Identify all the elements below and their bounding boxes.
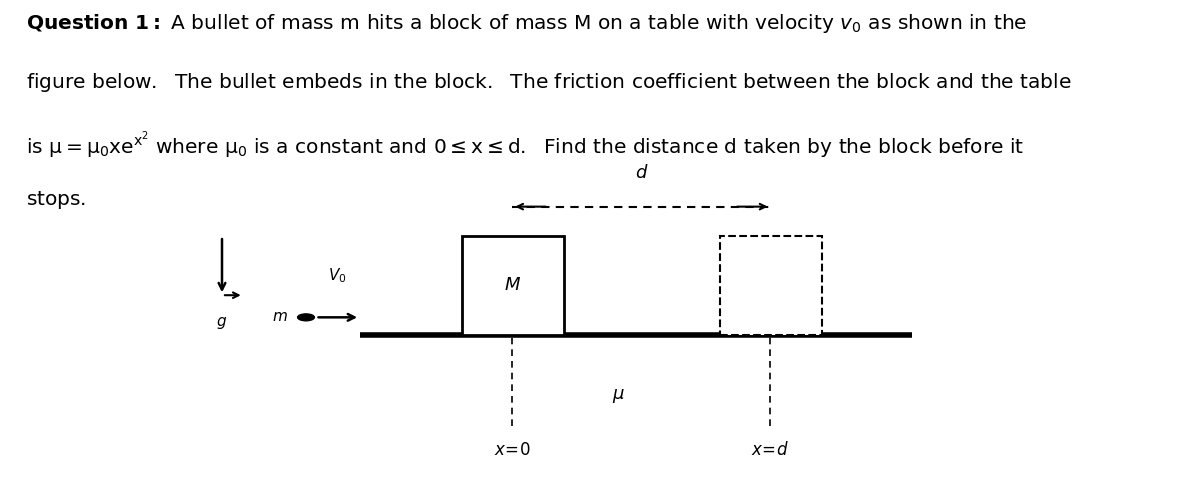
Text: $d$: $d$: [635, 164, 649, 182]
Text: $\mathbf{Question\ 1:}$$\rm{\ A\ bullet\ of\ mass\ m\ hits\ a\ block\ of\ mass\ : $\mathbf{Question\ 1:}$$\rm{\ A\ bullet\…: [26, 12, 1027, 35]
Text: $\mu$: $\mu$: [612, 387, 624, 405]
Text: $\rm{is\ }\mu = \mu_0 x e^{x^2}\rm{\ where\ }\mu_0\rm{\ is\ a\ constant\ and\ }0: $\rm{is\ }\mu = \mu_0 x e^{x^2}\rm{\ whe…: [26, 130, 1025, 160]
Text: $\rm{stops.}$: $\rm{stops.}$: [26, 189, 86, 212]
Text: $x\!=\!0$: $x\!=\!0$: [494, 442, 530, 459]
Text: $g$: $g$: [216, 315, 228, 331]
Bar: [462, 236, 564, 335]
Text: $V_0$: $V_0$: [328, 267, 347, 285]
Text: $M$: $M$: [504, 277, 521, 294]
Text: $m$: $m$: [272, 310, 288, 324]
Circle shape: [298, 314, 314, 321]
Text: $\rm{figure\ below.\ \ The\ bullet\ embeds\ in\ the\ block.\ \ The\ friction\ co: $\rm{figure\ below.\ \ The\ bullet\ embe…: [26, 71, 1072, 94]
Bar: [720, 236, 822, 335]
Text: $x\!=\!d$: $x\!=\!d$: [751, 441, 790, 459]
